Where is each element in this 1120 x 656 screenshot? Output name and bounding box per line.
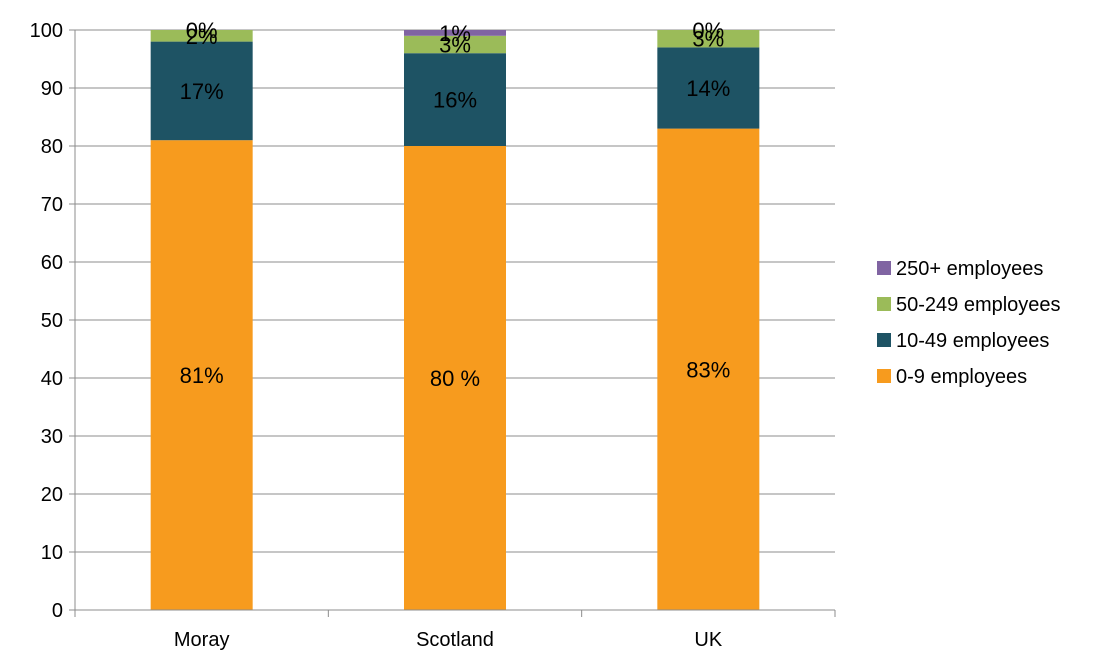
bar-segment bbox=[150, 41, 253, 141]
data-label: 0% bbox=[692, 18, 724, 43]
legend-swatch bbox=[877, 369, 891, 383]
y-tick-label: 70 bbox=[41, 194, 63, 216]
x-tick-label: Moray bbox=[174, 629, 230, 651]
data-label: 0% bbox=[186, 18, 218, 43]
y-tick-label: 80 bbox=[41, 136, 63, 158]
y-tick-label: 60 bbox=[41, 252, 63, 274]
bar-segment bbox=[404, 35, 506, 54]
legend-label: 0-9 employees bbox=[896, 366, 1027, 388]
y-tick-label: 50 bbox=[41, 310, 63, 332]
y-tick-label: 90 bbox=[41, 78, 63, 100]
legend-swatch bbox=[877, 333, 891, 347]
bar-segment bbox=[404, 30, 506, 36]
data-label: 3% bbox=[692, 27, 724, 52]
data-label: 17% bbox=[180, 79, 224, 104]
legend-label: 10-49 employees bbox=[896, 330, 1049, 352]
bar-segment bbox=[404, 53, 506, 147]
y-tick-label: 20 bbox=[41, 484, 63, 506]
y-tick-label: 40 bbox=[41, 368, 63, 390]
data-label: 80 % bbox=[430, 366, 480, 391]
data-label: 3% bbox=[439, 33, 471, 58]
legend-swatch bbox=[877, 261, 891, 275]
legend-label: 50-249 employees bbox=[896, 294, 1061, 316]
bar-segment bbox=[657, 47, 760, 129]
bar-segment bbox=[404, 146, 506, 610]
data-label: 14% bbox=[686, 76, 730, 101]
legend-label: 250+ employees bbox=[896, 258, 1043, 280]
data-label: 1% bbox=[439, 21, 471, 46]
bar-segment bbox=[657, 30, 760, 48]
bar-segment bbox=[150, 30, 253, 42]
y-tick-label: 0 bbox=[52, 600, 63, 622]
legend-swatch bbox=[877, 297, 891, 311]
x-tick-label: Scotland bbox=[416, 629, 494, 651]
data-label: 16% bbox=[433, 88, 477, 113]
bars bbox=[150, 30, 760, 610]
bar-segment bbox=[150, 140, 253, 610]
bar-segment bbox=[657, 128, 760, 610]
data-label: 2% bbox=[186, 24, 218, 49]
axes: 0 10 20 30 40 50 60 70 80 90 100 Moray Scotland UK bbox=[30, 20, 836, 651]
x-tick-label: UK bbox=[694, 629, 722, 651]
data-label: 81% bbox=[180, 363, 224, 388]
y-tick-label: 100 bbox=[30, 20, 63, 42]
legend: 250+ employees 50-249 employees 10-49 empl… bbox=[877, 258, 1061, 388]
data-label: 83% bbox=[686, 357, 730, 382]
y-tick-label: 10 bbox=[41, 542, 63, 564]
y-tick-label: 30 bbox=[41, 426, 63, 448]
data-labels: 81%17%2%0%80 %16%3%1%83%14%3%0% bbox=[180, 18, 731, 391]
